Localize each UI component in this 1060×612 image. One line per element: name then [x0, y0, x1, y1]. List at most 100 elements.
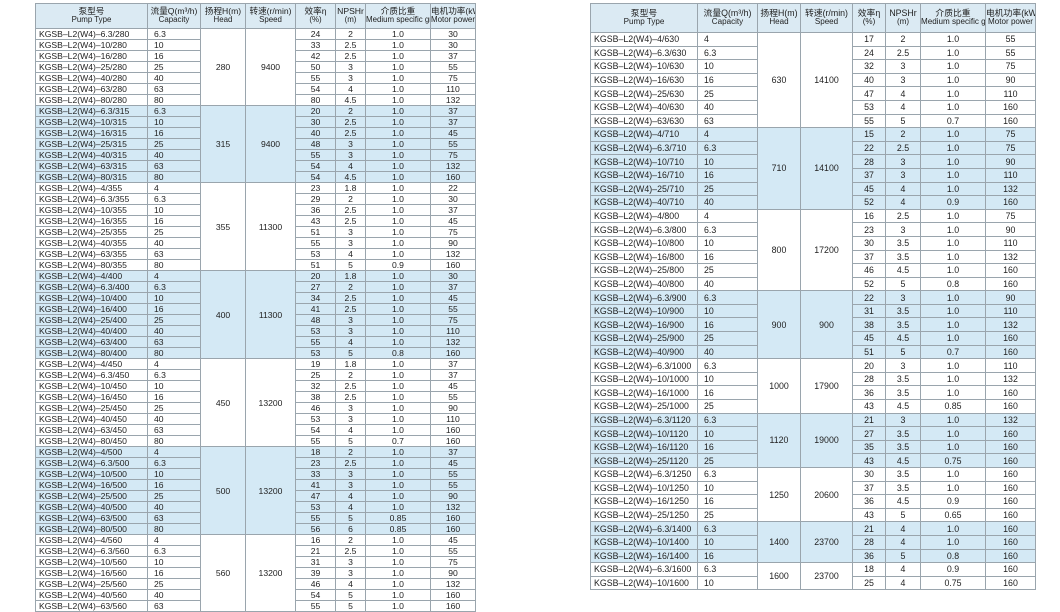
header-en: Capacity: [711, 17, 744, 27]
specific-gravity: 0.85: [365, 523, 431, 535]
npshr: 4: [335, 424, 366, 436]
npshr: 2: [335, 369, 366, 381]
header-row: 泵型号 Pump Type 流量Q(m³/h) Capacity 扬程H(m) Head 转…: [35, 3, 476, 29]
motor-power: 55: [985, 45, 1036, 61]
data-row: KGSB–L2(W4)–6.3/315 6.3 315 9400 20 2 1.0 37: [35, 105, 476, 183]
head: 1250: [757, 466, 801, 523]
header-cn: 介质比重: [380, 6, 416, 17]
efficiency: 23: [852, 222, 886, 237]
motor-power: 75: [985, 127, 1036, 142]
capacity: 16: [147, 215, 201, 227]
pump-type: KGSB–L2(W4)–25/1120: [590, 453, 698, 468]
specific-gravity: 1.0: [365, 501, 431, 513]
motor-power: 75: [985, 59, 1036, 74]
efficiency: 27: [295, 281, 336, 293]
data-row: KGSB–L2(W4)–10/1600 10 25 4 0.75 160: [590, 575, 1036, 591]
npshr: 4.5: [885, 263, 921, 278]
specific-gravity: 1.0: [365, 281, 431, 293]
data-row: KGSB–L2(W4)–6.3/1250 6.3 1250 20600 30 3.5 1.0…: [590, 466, 1036, 523]
specific-gravity: 0.9: [365, 259, 431, 271]
capacity: 25: [147, 61, 201, 73]
efficiency: 35: [852, 439, 886, 455]
pump-type: KGSB–L2(W4)–6.3/355: [35, 193, 148, 205]
npshr: 4: [335, 160, 366, 172]
pump-table: 泵型号 Pump Type 流量Q(m³/h) Capacity 扬程H(m) Head 转…: [590, 3, 1036, 591]
motor-power: 30: [430, 28, 476, 40]
npshr: 5: [885, 548, 921, 564]
header-cn: NPSHr: [337, 6, 364, 17]
speed: 9400: [245, 105, 296, 183]
npshr: 3: [885, 222, 921, 237]
pump-type: KGSB–L2(W4)–25/1250: [590, 507, 698, 523]
capacity: 25: [697, 263, 758, 278]
capacity: 6.3: [697, 140, 758, 156]
header-cn: NPSHr: [889, 8, 917, 19]
efficiency: 18: [295, 446, 336, 458]
data-row: KGSB–L2(W4)–40/710 40 52 4 0.9 160: [590, 195, 1036, 210]
motor-power: 160: [985, 263, 1036, 278]
efficiency: 16: [295, 534, 336, 546]
pump-type: KGSB–L2(W4)–80/280: [35, 94, 148, 106]
speed: 9400: [245, 28, 296, 106]
efficiency: 55: [295, 149, 336, 161]
pump-type: KGSB–L2(W4)–16/630: [590, 72, 698, 88]
header-row: 泵型号 Pump Type 流量Q(m³/h) Capacity 扬程H(m) Head 转…: [590, 3, 1036, 33]
data-row: KGSB–L2(W4)–4/630 4 630 14100 17 2 1.0 55: [590, 31, 1036, 129]
speed: 11300: [245, 270, 296, 359]
capacity: 16: [147, 479, 201, 491]
capacity: 10: [147, 380, 201, 392]
npshr: 2.5: [335, 457, 366, 469]
speed: 13200: [245, 446, 296, 535]
specific-gravity: 1.0: [365, 50, 431, 62]
data-row: KGSB–L2(W4)–40/900 40 51 5 0.7 160: [590, 344, 1036, 360]
data-row: KGSB–L2(W4)–10/1250 10 37 3.5 1.0 160: [590, 480, 1036, 496]
capacity: 10: [147, 116, 201, 128]
npshr: 4: [885, 195, 921, 210]
capacity: 80: [147, 523, 201, 535]
npshr: 5: [885, 276, 921, 292]
npshr: 4.5: [885, 453, 921, 468]
npshr: 3: [335, 72, 366, 84]
npshr: 2: [335, 281, 366, 293]
specific-gravity: 1.0: [365, 468, 431, 480]
efficiency: 36: [295, 204, 336, 216]
specific-gravity: 1.0: [920, 127, 986, 142]
header-cell: NPSHr (m): [335, 3, 366, 29]
motor-power: 132: [985, 181, 1036, 197]
header-cn: 效率η: [304, 6, 327, 17]
pump-type: KGSB–L2(W4)–16/315: [35, 127, 148, 139]
pump-type: KGSB–L2(W4)–10/500: [35, 468, 148, 480]
npshr: 2: [335, 105, 366, 117]
capacity: 16: [697, 167, 758, 183]
specific-gravity: 1.0: [920, 263, 986, 278]
efficiency: 52: [852, 276, 886, 292]
efficiency: 23: [295, 457, 336, 469]
pump-type: KGSB–L2(W4)–6.3/630: [590, 45, 698, 61]
specific-gravity: 1.0: [920, 467, 986, 482]
npshr: 3: [335, 226, 366, 238]
data-row: KGSB–L2(W4)–25/315 25 48 3 1.0 55: [35, 138, 476, 150]
npshr: 1.8: [335, 182, 366, 194]
efficiency: 38: [295, 391, 336, 403]
pump-type: KGSB–L2(W4)–25/710: [590, 181, 698, 197]
efficiency: 55: [295, 435, 336, 447]
specific-gravity: 1.0: [920, 412, 986, 428]
efficiency: 30: [852, 467, 886, 482]
npshr: 3.5: [885, 303, 921, 319]
motor-power: 132: [430, 578, 476, 590]
data-row: KGSB–L2(W4)–80/500 80 56 6 0.85 160: [35, 523, 476, 535]
capacity: 6.3: [697, 562, 758, 577]
capacity: 6.3: [697, 358, 758, 373]
specific-gravity: 0.9: [920, 195, 986, 210]
data-row: KGSB–L2(W4)–25/400 25 48 3 1.0 75: [35, 314, 476, 326]
efficiency: 43: [852, 453, 886, 468]
motor-power: 22: [430, 182, 476, 194]
specific-gravity: 1.0: [365, 149, 431, 161]
capacity: 4: [697, 208, 758, 224]
specific-gravity: 1.0: [365, 314, 431, 326]
specific-gravity: 1.0: [365, 534, 431, 546]
capacity: 10: [697, 371, 758, 387]
npshr: 2.5: [335, 292, 366, 304]
data-row: KGSB–L2(W4)–6.3/1400 6.3 1400 23700 21 4 1.0 16…: [590, 521, 1036, 564]
specific-gravity: 1.0: [365, 457, 431, 469]
